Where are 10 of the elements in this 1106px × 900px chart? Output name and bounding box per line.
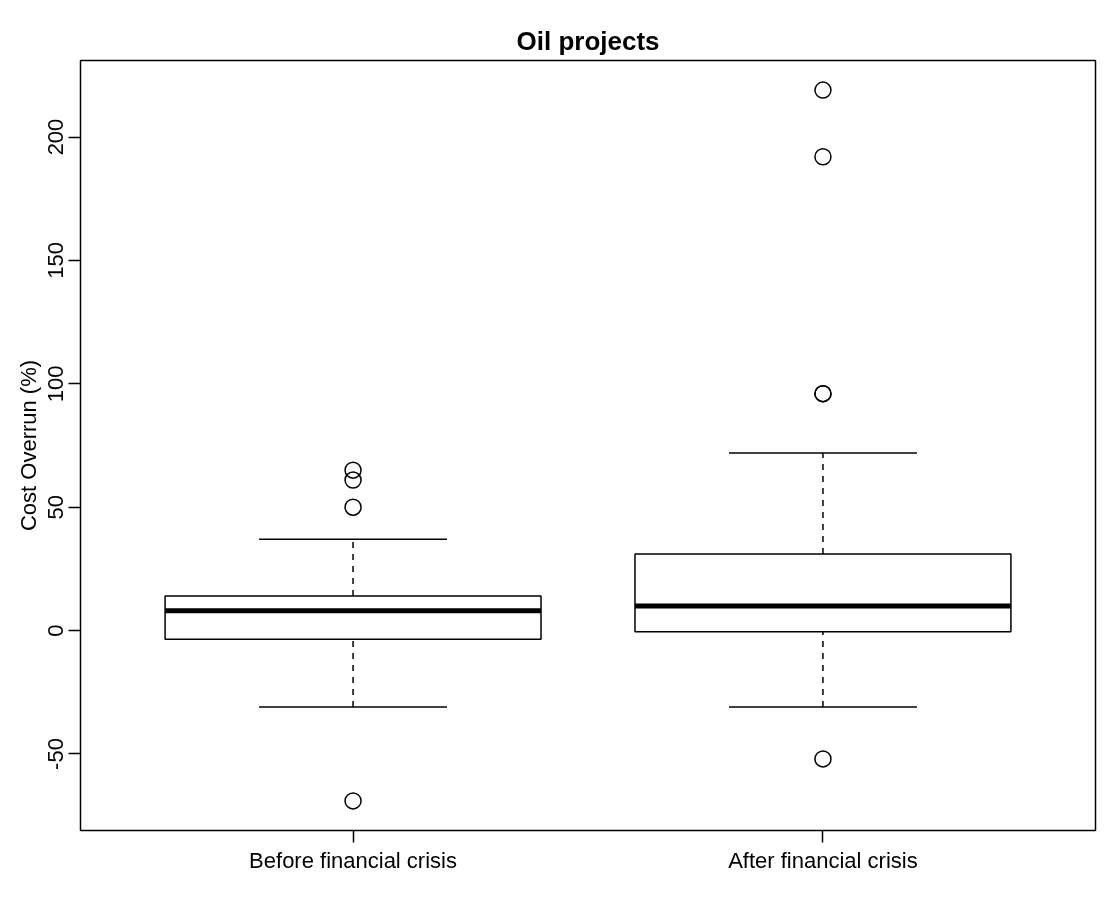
y-axis-title: Cost Overrun (%) [15, 359, 41, 532]
y-tick-label: 150 [43, 242, 69, 279]
y-tick-label: 50 [43, 494, 69, 520]
y-tick-label: -50 [43, 738, 69, 770]
y-tick-label: 200 [43, 118, 69, 156]
y-tick-label: 100 [43, 365, 69, 403]
chart-title: Oil projects [516, 25, 660, 56]
x-tick-label: Before financial crisis [249, 847, 457, 873]
x-tick-label: After financial crisis [728, 847, 918, 873]
y-tick-label: 0 [43, 624, 69, 637]
